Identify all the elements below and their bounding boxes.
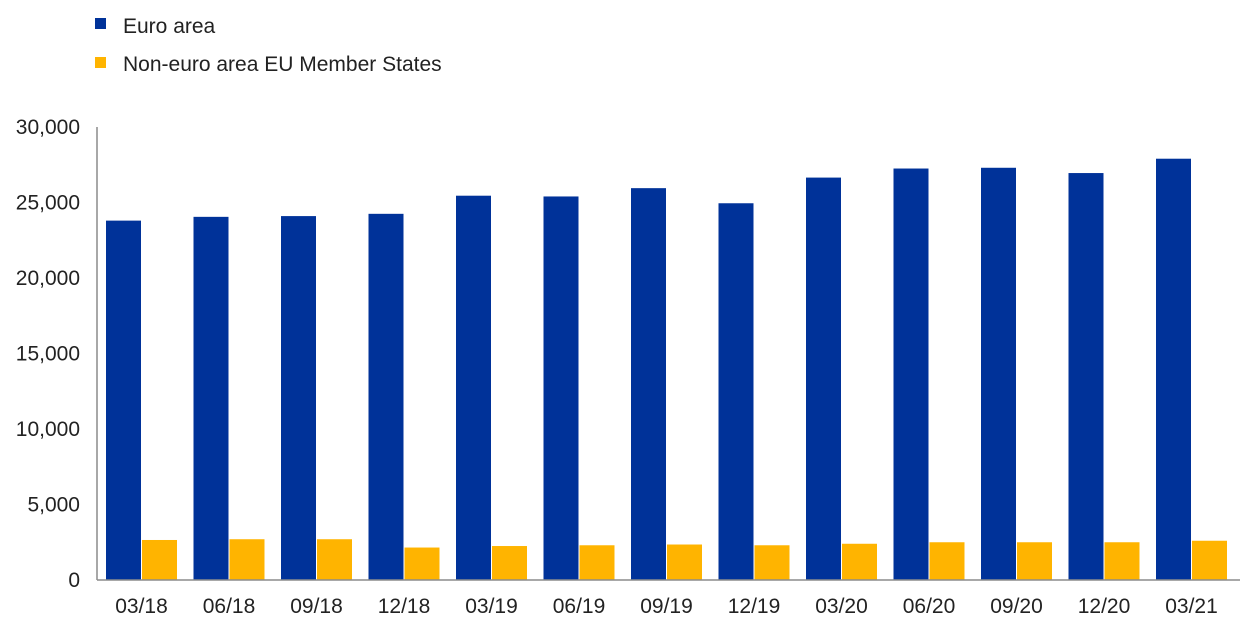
x-axis-ticks: 03/18 06/18 09/18 12/18 03/19 06/19 09/19 12/19… (115, 595, 1218, 618)
bar-euro-area (806, 177, 841, 580)
bar-euro-area (893, 168, 929, 580)
legend-label-euro-area: Euro area (123, 15, 216, 38)
x-tick-label: 06/19 (553, 595, 606, 618)
legend: Euro area Non-euro area EU Member States (95, 15, 442, 76)
x-tick-label: 03/19 (465, 595, 518, 618)
bar-euro-area (631, 188, 666, 580)
bar-non-euro-area (1017, 542, 1052, 580)
legend-swatch-non-euro-area (95, 57, 106, 68)
bar-euro-area (193, 216, 229, 580)
bar-non-euro-area (842, 543, 877, 580)
bar-non-euro-area (754, 545, 790, 580)
bar-non-euro-area (929, 542, 965, 580)
x-tick-label: 09/18 (290, 595, 343, 618)
x-tick-label: 09/20 (990, 595, 1043, 618)
legend-swatch-euro-area (95, 18, 106, 29)
bar-non-euro-area (142, 539, 177, 580)
bar-non-euro-area (229, 539, 265, 580)
bar-non-euro-area (492, 546, 527, 580)
bar-euro-area (281, 216, 316, 580)
y-tick-label: 15,000 (16, 343, 80, 366)
bar-non-euro-area (667, 544, 702, 580)
y-tick-label: 30,000 (16, 116, 80, 139)
y-tick-label: 0 (68, 569, 80, 592)
bar-non-euro-area (404, 547, 440, 580)
bar-euro-area (106, 220, 141, 580)
bar-euro-area (368, 213, 404, 580)
x-tick-label: 03/20 (815, 595, 868, 618)
x-tick-label: 12/19 (728, 595, 781, 618)
y-tick-label: 5,000 (27, 494, 80, 517)
bar-euro-area (718, 203, 754, 580)
bar-non-euro-area (1192, 540, 1227, 580)
x-tick-label: 12/20 (1078, 595, 1131, 618)
bar-non-euro-area (317, 539, 352, 580)
bar-non-euro-area (1104, 542, 1140, 580)
bars (106, 158, 1227, 580)
y-tick-label: 20,000 (16, 267, 80, 290)
x-tick-label: 03/18 (115, 595, 168, 618)
bar-euro-area (456, 195, 491, 580)
bar-euro-area (1156, 158, 1191, 580)
y-tick-label: 25,000 (16, 192, 80, 215)
x-tick-label: 03/21 (1165, 595, 1218, 618)
legend-label-non-euro-area: Non-euro area EU Member States (123, 53, 442, 76)
x-tick-label: 12/18 (378, 595, 431, 618)
bar-euro-area (543, 196, 579, 580)
bar-euro-area (981, 167, 1016, 580)
x-tick-label: 06/18 (203, 595, 256, 618)
y-tick-label: 10,000 (16, 418, 80, 441)
bar-non-euro-area (579, 545, 615, 580)
x-tick-label: 06/20 (903, 595, 956, 618)
bar-euro-area (1068, 173, 1104, 580)
y-axis-ticks: 0 5,000 10,000 15,000 20,000 25,000 30,000 (16, 116, 80, 592)
x-tick-label: 09/19 (640, 595, 693, 618)
